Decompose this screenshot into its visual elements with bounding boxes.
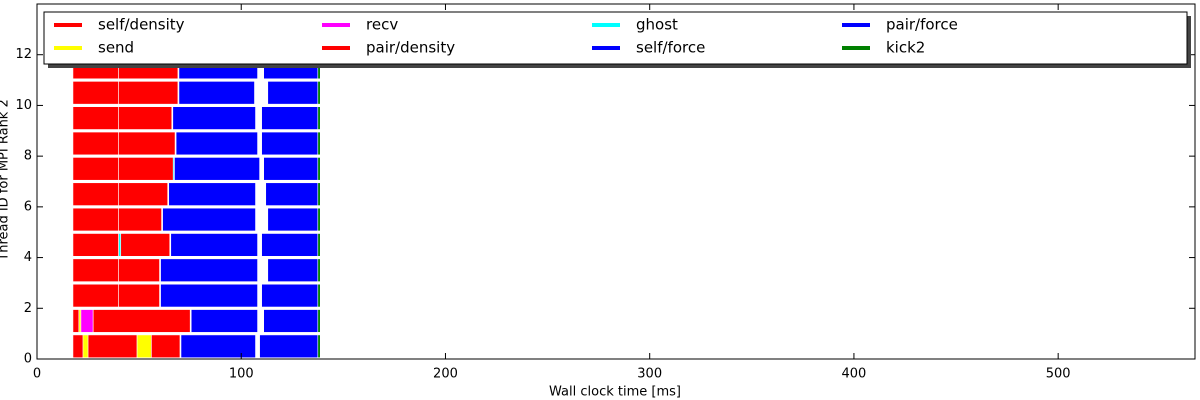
x-tick-label: 100 <box>229 367 254 382</box>
task-bar <box>317 131 321 156</box>
plot-frame <box>36 3 1196 360</box>
task-bar <box>72 258 119 282</box>
task-bar <box>118 207 162 232</box>
task-bar <box>263 157 319 181</box>
task-bar <box>317 334 321 359</box>
task-bar <box>82 334 89 359</box>
task-bar <box>118 233 171 257</box>
y-tick-label: 12 <box>15 47 32 62</box>
task-bar <box>160 283 258 308</box>
task-bar <box>267 258 319 282</box>
task-bar <box>118 81 179 105</box>
legend-label: kick2 <box>886 39 925 57</box>
task-bar <box>175 131 258 156</box>
task-bar <box>162 207 256 232</box>
x-tick-label: 200 <box>433 367 458 382</box>
y-tick-label: 10 <box>15 98 32 113</box>
task-bar <box>261 283 319 308</box>
task-bar <box>118 258 160 282</box>
task-bar <box>317 81 321 105</box>
task-bar <box>92 309 191 333</box>
task-bar <box>78 309 82 333</box>
legend-label: pair/force <box>886 16 958 34</box>
task-bar <box>267 207 319 232</box>
task-bar <box>180 334 256 359</box>
task-bar <box>267 81 319 105</box>
task-bar <box>72 309 80 333</box>
task-bar <box>317 283 321 308</box>
y-tick-label: 0 <box>24 352 32 367</box>
x-tick-label: 400 <box>842 367 867 382</box>
task-bar <box>172 106 256 130</box>
legend: self/density send recv pair/density ghost sel… <box>43 11 1191 68</box>
task-bar <box>265 182 319 206</box>
task-bar <box>317 182 321 206</box>
task-bar <box>72 233 119 257</box>
y-tick-label: 6 <box>24 199 32 214</box>
task-bar <box>118 131 176 156</box>
task-bar <box>72 131 119 156</box>
task-bar <box>136 334 152 359</box>
task-bar <box>118 157 174 181</box>
legend-label: ghost <box>636 16 678 34</box>
task-bar <box>118 106 173 130</box>
task-bar <box>72 207 119 232</box>
task-bar <box>170 233 258 257</box>
task-bar <box>317 258 321 282</box>
task-bar <box>259 334 319 359</box>
y-axis-label: Thread ID for MPI Rank 2 <box>0 99 12 261</box>
legend-box <box>43 11 1188 65</box>
task-bar <box>118 283 160 308</box>
legend-label: self/density <box>98 16 185 34</box>
legend-label: send <box>98 39 134 57</box>
x-tick-label: 0 <box>33 367 41 382</box>
task-bar <box>317 157 321 181</box>
task-bar <box>80 309 94 333</box>
y-tick-label: 8 <box>24 149 32 164</box>
task-bar <box>160 258 258 282</box>
y-tick-label: 2 <box>24 301 32 316</box>
task-bar <box>72 182 119 206</box>
legend-label: self/force <box>636 39 705 57</box>
legend-label: recv <box>366 16 398 34</box>
task-bar <box>263 309 319 333</box>
x-tick-label: 300 <box>637 367 662 382</box>
x-axis-label: Wall clock time [ms] <box>549 385 681 400</box>
task-bar <box>317 106 321 130</box>
task-bar <box>72 283 119 308</box>
task-bar <box>72 81 119 105</box>
task-bar <box>174 157 260 181</box>
task-bar <box>72 334 138 359</box>
task-bar <box>317 207 321 232</box>
task-bar <box>72 106 119 130</box>
task-bar <box>178 81 255 105</box>
legend-label: pair/density <box>366 39 455 57</box>
task-bar <box>118 182 169 206</box>
task-bar <box>118 233 122 257</box>
task-bar <box>168 182 256 206</box>
task-bar <box>151 334 181 359</box>
task-bar <box>261 131 319 156</box>
y-tick-label: 4 <box>24 250 32 265</box>
task-bar <box>317 309 321 333</box>
task-bar <box>72 157 119 181</box>
task-bar <box>190 309 258 333</box>
task-bar <box>317 233 321 257</box>
task-bar <box>261 233 319 257</box>
task-bar <box>261 106 319 130</box>
x-tick-label: 500 <box>1046 367 1071 382</box>
